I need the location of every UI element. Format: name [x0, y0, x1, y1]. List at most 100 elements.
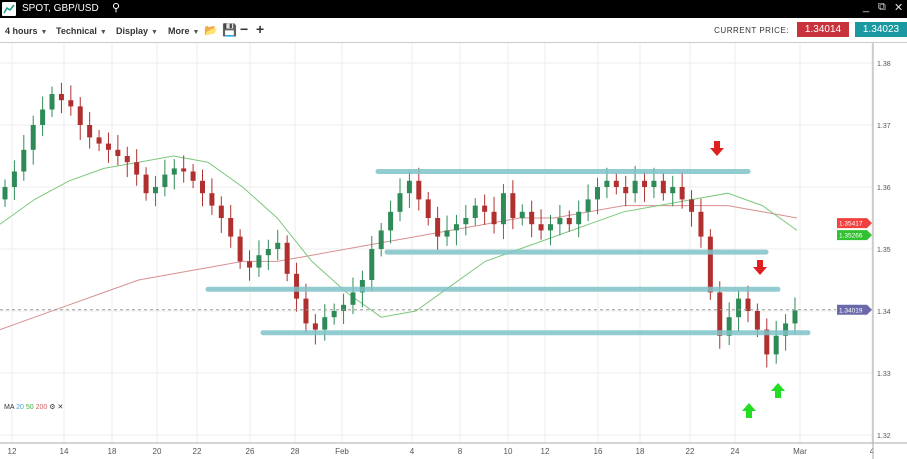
candle-body — [726, 317, 732, 336]
x-tick-label: 20 — [153, 447, 162, 456]
candle-body — [275, 242, 281, 249]
y-tick-label: 1.32 — [877, 433, 891, 440]
candle-body — [444, 230, 450, 237]
y-tick-label: 1.34 — [877, 309, 891, 316]
folder-icon[interactable]: 📂 — [204, 25, 218, 37]
candle-body — [623, 187, 629, 194]
candle-body — [265, 249, 271, 256]
candle-body — [303, 298, 309, 324]
price-tag-label: 1.35266 — [839, 233, 863, 240]
minimize-icon[interactable]: _ — [863, 1, 870, 13]
candle-body — [228, 218, 234, 237]
ma200-label: 200 — [35, 404, 48, 411]
candle-body — [378, 230, 384, 249]
candle-body — [642, 180, 648, 187]
x-tick-label: 8 — [458, 447, 463, 456]
candle-body — [745, 298, 751, 311]
technical-dropdown[interactable]: Technical ▼ — [56, 26, 107, 36]
x-tick-label: Mar — [793, 447, 807, 456]
zoom-in-icon[interactable]: + — [256, 21, 265, 37]
candle-body — [632, 180, 638, 194]
bid-price-button[interactable]: 1.34014 — [797, 22, 849, 37]
toolbar: 4 hours ▼ Technical ▼ Display ▼ More ▼ 📂 💾 −… — [0, 18, 907, 43]
x-tick-label: 12 — [541, 447, 550, 456]
x-tick-label: 28 — [291, 447, 300, 456]
candle-body — [707, 236, 713, 293]
candle-body — [200, 180, 205, 194]
candle-body — [294, 273, 300, 299]
zoom-out-icon[interactable]: − — [240, 21, 249, 37]
candle-body — [284, 242, 290, 274]
title-bar: SPOT, GBP/USD ⚲ _ ⧉ ✕ — [0, 0, 907, 18]
candle-body — [350, 292, 356, 305]
more-dropdown[interactable]: More ▼ — [168, 26, 200, 36]
candle-body — [21, 149, 27, 172]
candle-body — [613, 180, 619, 187]
candle-body — [425, 199, 431, 218]
x-tick-label: 18 — [636, 447, 645, 456]
timeframe-dropdown[interactable]: 4 hours ▼ — [5, 26, 48, 36]
candle-body — [689, 199, 695, 212]
candle-body — [547, 224, 553, 231]
candle-body — [472, 205, 478, 218]
candle-body — [463, 218, 469, 225]
x-tick-label: 10 — [504, 447, 513, 456]
popout-icon[interactable]: ⧉ — [878, 1, 886, 13]
price-chart[interactable]: 12 14 18 20 22 26 28 Feb 4 8 10 12 16 18 22 24 Mar 4 1.38 1… — [0, 43, 907, 459]
price-tag — [837, 218, 872, 229]
candle-body — [68, 100, 74, 107]
candle-body — [435, 218, 441, 237]
candle-body — [134, 162, 140, 175]
candle-body — [171, 168, 177, 175]
current-price-label: CURRENT PRICE: — [714, 26, 789, 35]
candle-body — [397, 193, 403, 212]
candle-body — [152, 187, 158, 194]
candle-body — [679, 187, 685, 200]
candle-body — [773, 335, 779, 355]
candle-body — [2, 187, 8, 200]
search-icon[interactable]: ⚲ — [112, 2, 121, 14]
candle-body — [247, 261, 253, 268]
candle-body — [143, 174, 149, 194]
display-dropdown[interactable]: Display ▼ — [116, 26, 158, 36]
x-tick-label: 24 — [731, 447, 740, 456]
x-tick-label: 18 — [108, 447, 117, 456]
down-arrow-icon — [753, 260, 767, 275]
chart-logo-icon — [2, 2, 16, 16]
x-tick-label: 4 — [870, 447, 875, 456]
candle-body — [736, 298, 742, 318]
ask-price-button[interactable]: 1.34023 — [855, 22, 907, 37]
candle-body — [218, 205, 224, 218]
candle-body — [58, 94, 64, 101]
candle-body — [792, 310, 798, 324]
candle-body — [557, 218, 563, 225]
window-title: SPOT, GBP/USD — [22, 3, 99, 14]
candle-body — [576, 211, 582, 225]
candle-body — [30, 125, 36, 150]
candle-body — [190, 171, 196, 181]
candle-body — [388, 211, 394, 231]
candle-body — [406, 180, 412, 194]
close-icon[interactable]: ✕ — [894, 2, 904, 14]
y-tick-label: 1.33 — [877, 371, 891, 378]
candle-body — [181, 168, 187, 172]
candle-body — [162, 174, 168, 187]
candle-body — [256, 255, 262, 268]
candle-body — [209, 193, 215, 206]
candle-body — [491, 211, 497, 225]
display-label: Display — [116, 26, 149, 36]
up-arrow-icon — [742, 403, 756, 418]
technical-label: Technical — [56, 26, 97, 36]
save-icon[interactable]: 💾 — [222, 23, 237, 37]
candle-body — [538, 224, 544, 231]
ma-indicator-legend: MA 20 50 200 ⚙ ✕ — [4, 403, 63, 411]
settings-icon[interactable]: ⚙ — [49, 404, 56, 411]
more-label: More — [168, 26, 190, 36]
y-tick-label: 1.35 — [877, 247, 891, 254]
x-tick-label: Feb — [335, 447, 349, 456]
down-arrow-icon — [710, 141, 724, 156]
candle-body — [764, 329, 770, 355]
remove-indicator-icon[interactable]: ✕ — [57, 404, 64, 411]
candle-body — [322, 317, 328, 330]
candle-body — [237, 236, 243, 262]
